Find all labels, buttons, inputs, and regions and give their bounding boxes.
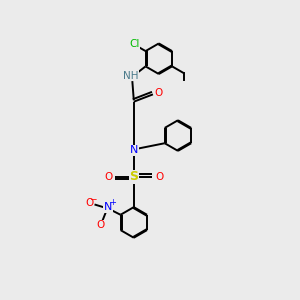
Text: N: N: [103, 202, 112, 212]
Text: NH: NH: [123, 71, 139, 81]
Text: −: −: [89, 194, 97, 203]
Text: N: N: [130, 145, 138, 155]
Text: O: O: [155, 88, 163, 98]
Text: O: O: [104, 172, 112, 182]
Text: Cl: Cl: [129, 39, 139, 50]
Text: O: O: [85, 198, 93, 208]
Text: S: S: [129, 170, 138, 183]
Text: O: O: [96, 220, 105, 230]
Text: O: O: [155, 172, 164, 182]
Text: +: +: [109, 198, 116, 207]
